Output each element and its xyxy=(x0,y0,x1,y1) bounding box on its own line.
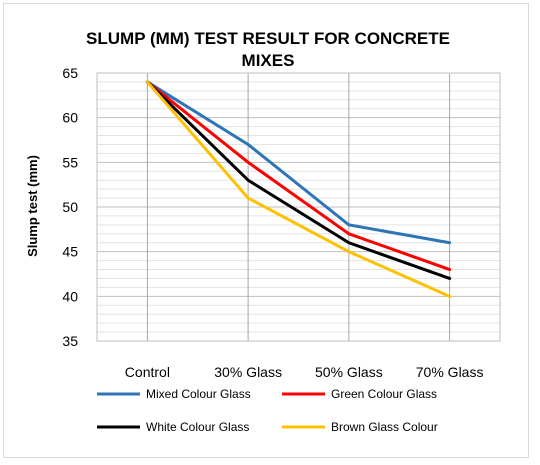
y-tick-label: 55 xyxy=(62,154,78,170)
legend: Mixed Colour Glass Green Colour Glass Whit… xyxy=(97,387,438,434)
y-axis-label: Slump test (mm) xyxy=(25,155,40,257)
series-line-3 xyxy=(145,80,452,280)
legend-label: White Colour Glass xyxy=(146,420,249,434)
legend-label: Mixed Colour Glass xyxy=(146,387,251,401)
x-tick-label: 50% Glass xyxy=(315,364,383,380)
y-tick-label: 65 xyxy=(62,65,78,81)
x-tick-label: 30% Glass xyxy=(214,364,282,380)
y-axis-ticks: 35 40 45 50 55 60 65 xyxy=(62,65,78,349)
y-tick-label: 60 xyxy=(62,110,78,126)
chart-title-line-2: MIXES xyxy=(242,51,295,70)
y-tick-label: 45 xyxy=(62,244,78,260)
series-line-1 xyxy=(145,80,452,245)
legend-label: Brown Glass Colour xyxy=(331,420,438,434)
legend-label: Green Colour Glass xyxy=(331,387,437,401)
x-axis-ticks: Control 30% Glass 50% Glass 70% Glass xyxy=(125,364,484,380)
grid xyxy=(96,72,501,342)
y-tick-label: 40 xyxy=(62,288,78,304)
series-line-2 xyxy=(145,80,452,272)
series-line-4 xyxy=(145,80,452,298)
series-lines xyxy=(145,80,452,298)
chart-title-line-1: SLUMP (MM) TEST RESULT FOR CONCRETE xyxy=(86,29,450,48)
x-tick-label: 70% Glass xyxy=(416,364,484,380)
x-tick-label: Control xyxy=(125,364,170,380)
plot-area-border xyxy=(96,72,501,342)
y-tick-label: 50 xyxy=(62,199,78,215)
chart-frame xyxy=(3,3,529,458)
y-tick-label: 35 xyxy=(62,333,78,349)
